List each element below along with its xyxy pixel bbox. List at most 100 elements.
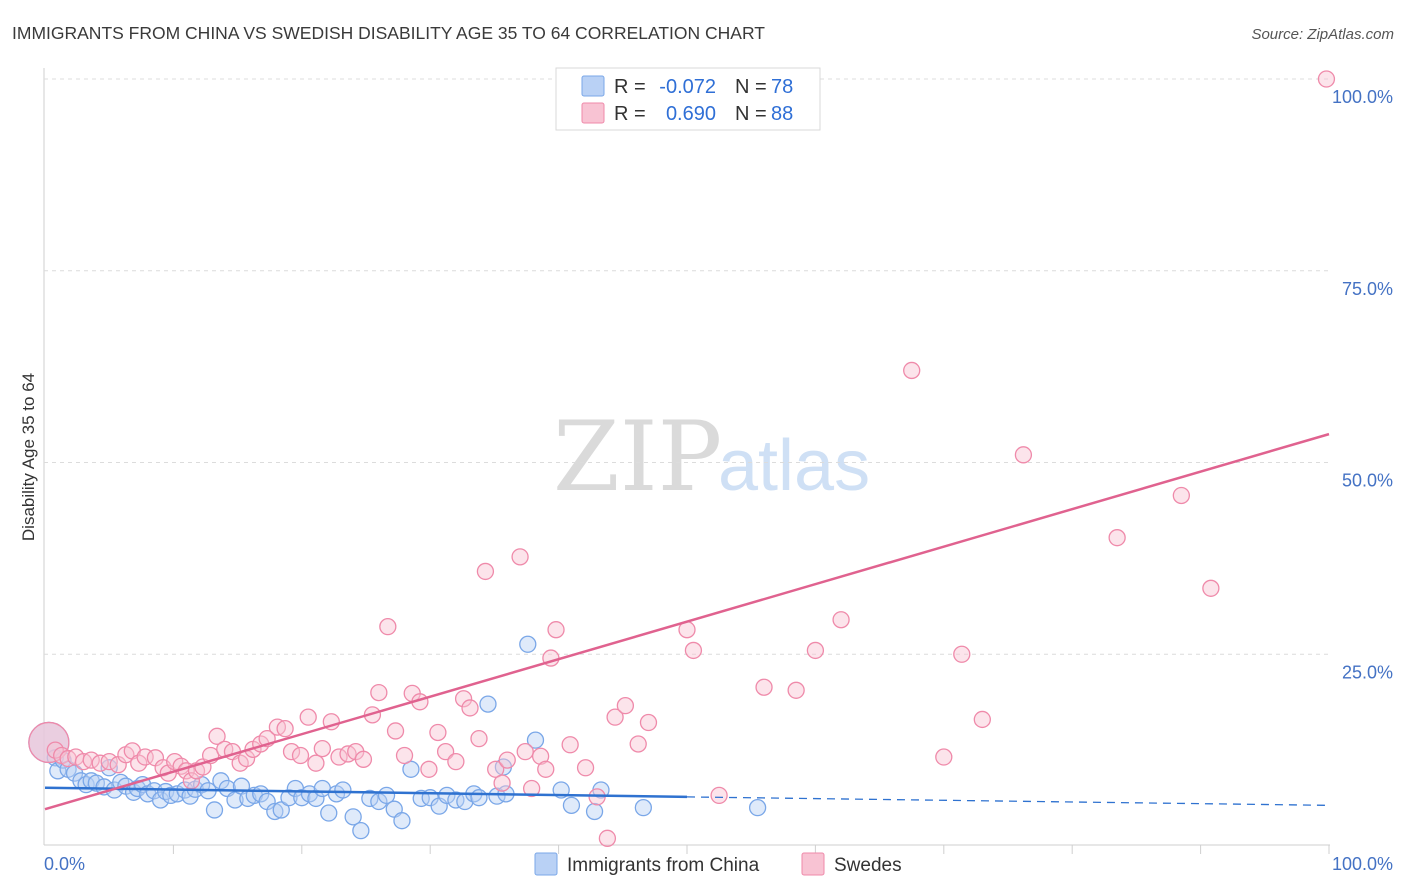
point-swedes-12 bbox=[130, 754, 148, 772]
point-swedes-56 bbox=[461, 699, 479, 717]
point-swedes-40 bbox=[330, 748, 348, 766]
legend-n-label-china: N = bbox=[735, 76, 767, 98]
point-swedes-79 bbox=[710, 786, 728, 805]
point-swedes-38 bbox=[313, 739, 331, 758]
point-swedes-35 bbox=[291, 746, 310, 765]
point-china-75 bbox=[634, 799, 652, 817]
point-china-11 bbox=[100, 759, 118, 777]
point-china-46 bbox=[320, 804, 338, 822]
point-china-29 bbox=[205, 801, 224, 819]
point-china-40 bbox=[280, 789, 298, 807]
point-swedes-59 bbox=[487, 760, 505, 778]
trend-lines bbox=[44, 432, 1330, 811]
point-china-55 bbox=[393, 812, 411, 830]
legend-r-value-swedes: 0.690 bbox=[666, 103, 716, 125]
point-swedes-70 bbox=[576, 759, 595, 777]
point-swedes-63 bbox=[516, 743, 534, 761]
x-tick-label-100: 100.0% bbox=[1332, 854, 1393, 874]
point-swedes-47 bbox=[386, 722, 405, 740]
trend-line-china bbox=[44, 786, 688, 799]
watermark-atlas: atlas bbox=[718, 426, 870, 506]
legend-swatch-china bbox=[581, 75, 605, 97]
point-swedes-78 bbox=[684, 641, 703, 660]
bottom-legend-label-swedes: Swedes bbox=[834, 855, 902, 876]
point-swedes-64 bbox=[522, 779, 541, 798]
legend-r-value-china: -0.072 bbox=[659, 76, 716, 98]
point-china-57 bbox=[412, 789, 430, 808]
point-swedes-24 bbox=[208, 727, 226, 745]
watermark: ZIP atlas bbox=[553, 401, 870, 513]
point-china-49 bbox=[344, 808, 362, 826]
point-china-60 bbox=[438, 786, 456, 805]
point-swedes-89 bbox=[1108, 529, 1126, 547]
point-swedes-34 bbox=[282, 743, 301, 761]
trend-line-china-extension bbox=[686, 796, 1330, 806]
point-swedes-51 bbox=[420, 760, 438, 778]
point-swedes-58 bbox=[476, 562, 495, 581]
legend-r-label-china: R = bbox=[614, 76, 646, 98]
series-legend: Immigrants from China Swedes bbox=[534, 852, 902, 876]
point-china-32 bbox=[226, 791, 244, 809]
point-swedes-36 bbox=[299, 708, 317, 726]
point-swedes-66 bbox=[537, 760, 555, 778]
point-china-69 bbox=[519, 635, 537, 653]
point-china-72 bbox=[562, 796, 581, 814]
watermark-zip: ZIP bbox=[553, 401, 722, 513]
point-swedes-8 bbox=[100, 752, 118, 771]
bottom-legend-swatch-swedes bbox=[801, 852, 825, 876]
point-swedes-62 bbox=[511, 548, 529, 566]
legend-n-value-china: 78 bbox=[771, 76, 793, 98]
point-swedes-6 bbox=[82, 751, 100, 769]
point-swedes-80 bbox=[755, 678, 773, 696]
point-china-39 bbox=[272, 801, 290, 819]
point-china-65 bbox=[479, 695, 497, 713]
point-swedes-37 bbox=[307, 754, 325, 772]
chart-source: Source: ZipAtlas.com bbox=[1251, 26, 1394, 43]
point-china-51 bbox=[361, 789, 379, 808]
point-china-64 bbox=[470, 789, 488, 807]
point-china-38 bbox=[266, 802, 284, 821]
y-tick-label-100: 100.0% bbox=[1332, 87, 1393, 107]
point-swedes-0 bbox=[28, 721, 70, 764]
y-tick-label-50: 50.0% bbox=[1342, 471, 1393, 491]
legend-n-label-swedes: N = bbox=[735, 103, 767, 125]
point-swedes-61 bbox=[498, 751, 516, 769]
point-swedes-54 bbox=[447, 752, 465, 771]
legend-r-label-swedes: R = bbox=[614, 103, 646, 125]
point-swedes-76 bbox=[639, 713, 658, 732]
x-tick-label-0: 0.0% bbox=[44, 854, 85, 874]
point-swedes-57 bbox=[470, 729, 488, 748]
y-tick-label-75: 75.0% bbox=[1342, 279, 1393, 299]
point-china-56 bbox=[402, 760, 420, 778]
legend-swatch-swedes bbox=[581, 102, 605, 124]
point-china-50 bbox=[352, 822, 370, 840]
x-tick-marks bbox=[172, 845, 1330, 854]
point-china-73 bbox=[585, 802, 604, 821]
point-swedes-74 bbox=[616, 696, 635, 715]
series-swedes bbox=[28, 70, 1336, 847]
point-swedes-69 bbox=[561, 736, 579, 754]
y-tick-label-25: 25.0% bbox=[1342, 662, 1393, 682]
point-swedes-75 bbox=[629, 735, 647, 753]
point-china-20 bbox=[151, 791, 170, 809]
point-swedes-52 bbox=[429, 723, 447, 742]
bottom-legend-swatch-china bbox=[534, 852, 558, 876]
legend-n-value-swedes: 88 bbox=[771, 103, 793, 125]
point-china-70 bbox=[526, 731, 545, 749]
point-swedes-84 bbox=[903, 361, 921, 380]
point-china-76 bbox=[748, 799, 767, 817]
point-swedes-68 bbox=[547, 621, 565, 639]
point-swedes-53 bbox=[436, 743, 455, 761]
point-swedes-85 bbox=[935, 748, 953, 766]
point-swedes-48 bbox=[395, 746, 414, 765]
point-swedes-81 bbox=[787, 681, 805, 699]
point-swedes-45 bbox=[370, 683, 388, 702]
point-swedes-46 bbox=[379, 617, 397, 636]
point-china-48 bbox=[334, 781, 352, 799]
chart-title: IMMIGRANTS FROM CHINA VS SWEDISH DISABIL… bbox=[12, 23, 765, 43]
point-swedes-60 bbox=[493, 774, 511, 792]
point-swedes-86 bbox=[953, 645, 971, 663]
y-axis-label: Disability Age 35 to 64 bbox=[19, 373, 38, 541]
point-swedes-33 bbox=[276, 719, 294, 738]
